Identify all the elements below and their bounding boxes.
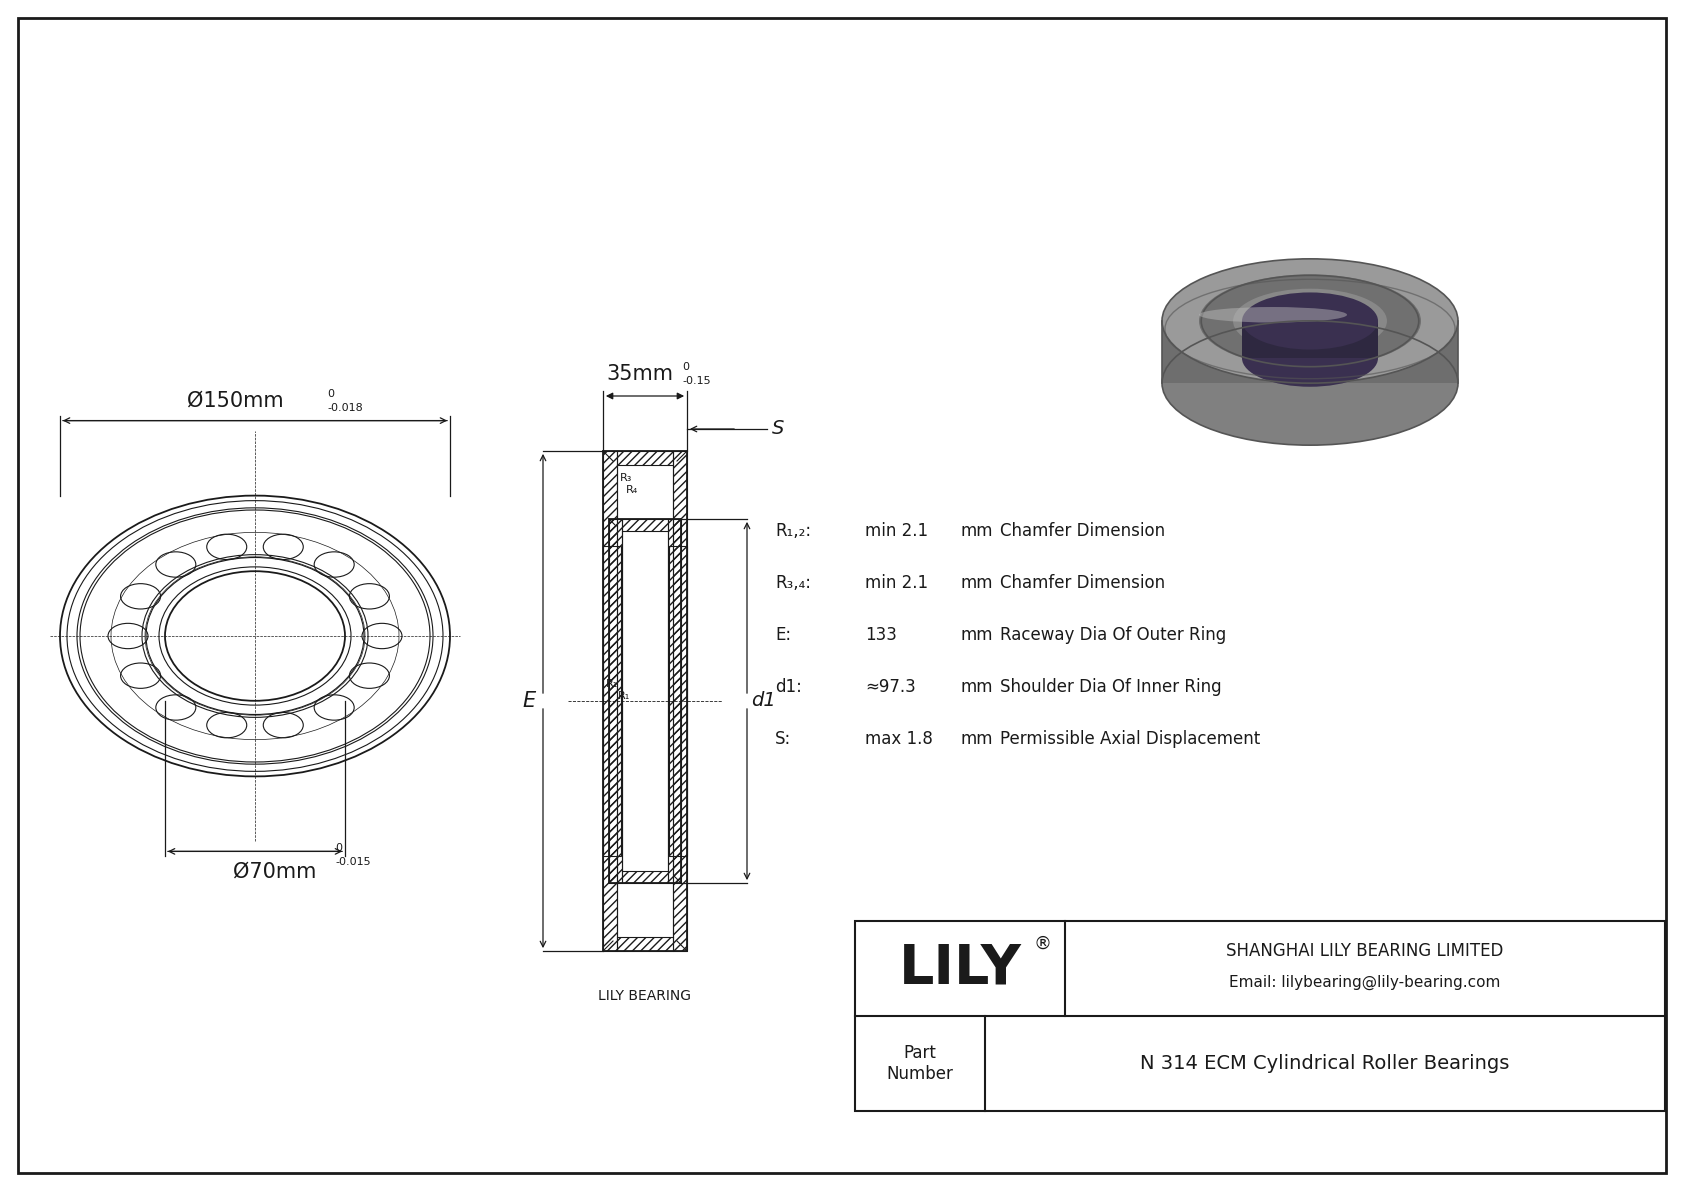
Text: Part
Number: Part Number bbox=[886, 1045, 953, 1083]
Ellipse shape bbox=[1233, 288, 1388, 354]
Text: Chamfer Dimension: Chamfer Dimension bbox=[1000, 574, 1165, 592]
Bar bbox=[603, 545, 621, 856]
Text: Raceway Dia Of Outer Ring: Raceway Dia Of Outer Ring bbox=[1000, 626, 1226, 644]
Bar bbox=[621, 871, 669, 883]
Text: 133: 133 bbox=[866, 626, 898, 644]
Text: R₁,₂:: R₁,₂: bbox=[775, 522, 812, 540]
Text: 0: 0 bbox=[682, 362, 689, 372]
Text: E:: E: bbox=[775, 626, 791, 644]
Ellipse shape bbox=[1162, 258, 1458, 384]
Bar bbox=[669, 545, 687, 856]
Text: Email: lilybearing@lily-bearing.com: Email: lilybearing@lily-bearing.com bbox=[1229, 975, 1500, 990]
Text: 35mm: 35mm bbox=[606, 364, 674, 384]
Text: R₃,₄:: R₃,₄: bbox=[775, 574, 812, 592]
Text: -0.018: -0.018 bbox=[327, 403, 362, 412]
Text: d1: d1 bbox=[751, 692, 775, 711]
Text: Permissible Axial Displacement: Permissible Axial Displacement bbox=[1000, 730, 1260, 748]
Text: -0.015: -0.015 bbox=[335, 858, 370, 867]
Bar bbox=[674, 451, 687, 950]
Text: ®: ® bbox=[1032, 935, 1051, 953]
Text: -0.15: -0.15 bbox=[682, 376, 711, 386]
Text: S:: S: bbox=[775, 730, 791, 748]
Bar bbox=[616, 451, 674, 464]
Text: N 314 ECM Cylindrical Roller Bearings: N 314 ECM Cylindrical Roller Bearings bbox=[1140, 1054, 1509, 1073]
Ellipse shape bbox=[1243, 330, 1378, 387]
Text: mm: mm bbox=[960, 522, 992, 540]
Bar bbox=[855, 921, 1665, 1111]
Text: 0: 0 bbox=[335, 843, 342, 854]
Text: Shoulder Dia Of Inner Ring: Shoulder Dia Of Inner Ring bbox=[1000, 678, 1221, 696]
Text: Ø150mm: Ø150mm bbox=[187, 391, 283, 411]
Text: d1:: d1: bbox=[775, 678, 802, 696]
Text: ≈97.3: ≈97.3 bbox=[866, 678, 916, 696]
Ellipse shape bbox=[1199, 307, 1347, 323]
Ellipse shape bbox=[1199, 274, 1421, 368]
Text: 0: 0 bbox=[327, 388, 333, 399]
Text: mm: mm bbox=[960, 626, 992, 644]
Text: min 2.1: min 2.1 bbox=[866, 522, 928, 540]
Text: E: E bbox=[522, 691, 536, 711]
Text: mm: mm bbox=[960, 730, 992, 748]
Text: R₁: R₁ bbox=[606, 679, 618, 690]
Bar bbox=[616, 937, 674, 950]
Text: LILY: LILY bbox=[899, 942, 1022, 996]
Ellipse shape bbox=[1243, 293, 1378, 350]
Text: min 2.1: min 2.1 bbox=[866, 574, 928, 592]
Text: R₄: R₄ bbox=[626, 485, 638, 495]
Text: max 1.8: max 1.8 bbox=[866, 730, 933, 748]
Bar bbox=[603, 451, 616, 950]
Bar bbox=[621, 519, 669, 531]
Text: Chamfer Dimension: Chamfer Dimension bbox=[1000, 522, 1165, 540]
Bar bbox=[603, 451, 687, 950]
Text: S: S bbox=[771, 419, 785, 438]
Text: mm: mm bbox=[960, 574, 992, 592]
Bar bbox=[669, 519, 680, 883]
Text: mm: mm bbox=[960, 678, 992, 696]
Ellipse shape bbox=[1162, 320, 1458, 445]
Text: LILY BEARING: LILY BEARING bbox=[598, 989, 692, 1003]
Bar bbox=[610, 519, 680, 883]
Text: Ø70mm: Ø70mm bbox=[234, 861, 317, 881]
Text: SHANGHAI LILY BEARING LIMITED: SHANGHAI LILY BEARING LIMITED bbox=[1226, 942, 1504, 960]
FancyBboxPatch shape bbox=[1162, 322, 1458, 384]
FancyBboxPatch shape bbox=[1243, 322, 1378, 358]
Text: R₁: R₁ bbox=[618, 691, 630, 701]
Text: R₃: R₃ bbox=[620, 473, 633, 484]
Bar bbox=[610, 519, 621, 883]
